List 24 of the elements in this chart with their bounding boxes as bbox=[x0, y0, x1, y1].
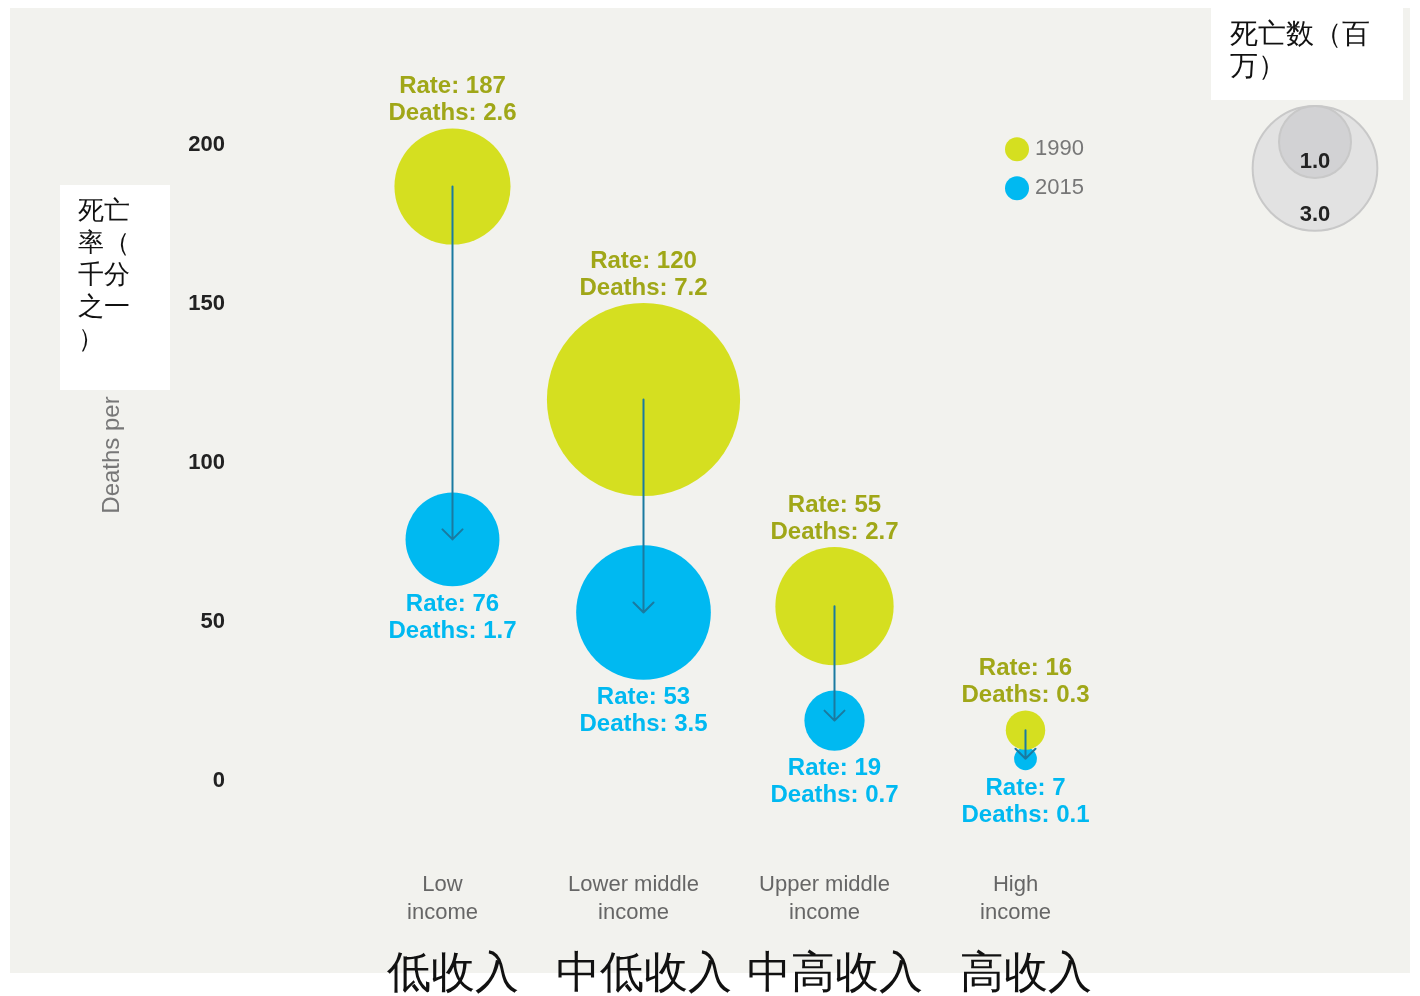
data-label: Rate: 19 Deaths: 0.7 bbox=[770, 753, 899, 808]
legend-label: 3.0 bbox=[1299, 200, 1331, 226]
data-label: Rate: 16 Deaths: 0.3 bbox=[961, 653, 1090, 708]
data-label: Rate: 7 Deaths: 0.1 bbox=[961, 772, 1090, 827]
legend-label: 2015 bbox=[1035, 174, 1084, 200]
data-label: Rate: 120 Deaths: 7.2 bbox=[579, 245, 708, 300]
legend-label: 1990 bbox=[1035, 135, 1084, 161]
legend-label: 1.0 bbox=[1299, 148, 1331, 174]
x-tick-label: High income 高收入 bbox=[959, 871, 1092, 996]
data-label: Rate: 55 Deaths: 2.7 bbox=[770, 490, 899, 544]
y-tick-label: 150 bbox=[188, 290, 225, 316]
y-tick-label: 200 bbox=[188, 131, 225, 157]
x-tick-label: Low income 低收入 bbox=[386, 871, 519, 996]
data-label: Rate: 187 Deaths: 2.6 bbox=[388, 71, 517, 126]
x-tick-label: Lower middle income 中低收入 bbox=[555, 871, 732, 996]
x-tick-label: Upper middle income 中高收入 bbox=[746, 871, 923, 996]
y-tick-label: 50 bbox=[200, 608, 225, 634]
y-tick-label: 0 bbox=[212, 767, 225, 793]
y-tick-label: 100 bbox=[188, 449, 225, 475]
y-axis-title: Deaths per bbox=[96, 396, 124, 514]
text: 死亡率（千分之一） bbox=[78, 195, 130, 353]
data-label: Rate: 76 Deaths: 1.7 bbox=[388, 588, 517, 643]
data-label: Rate: 53 Deaths: 3.5 bbox=[579, 682, 708, 737]
legend-title: 死亡数（百万） bbox=[1230, 18, 1370, 82]
